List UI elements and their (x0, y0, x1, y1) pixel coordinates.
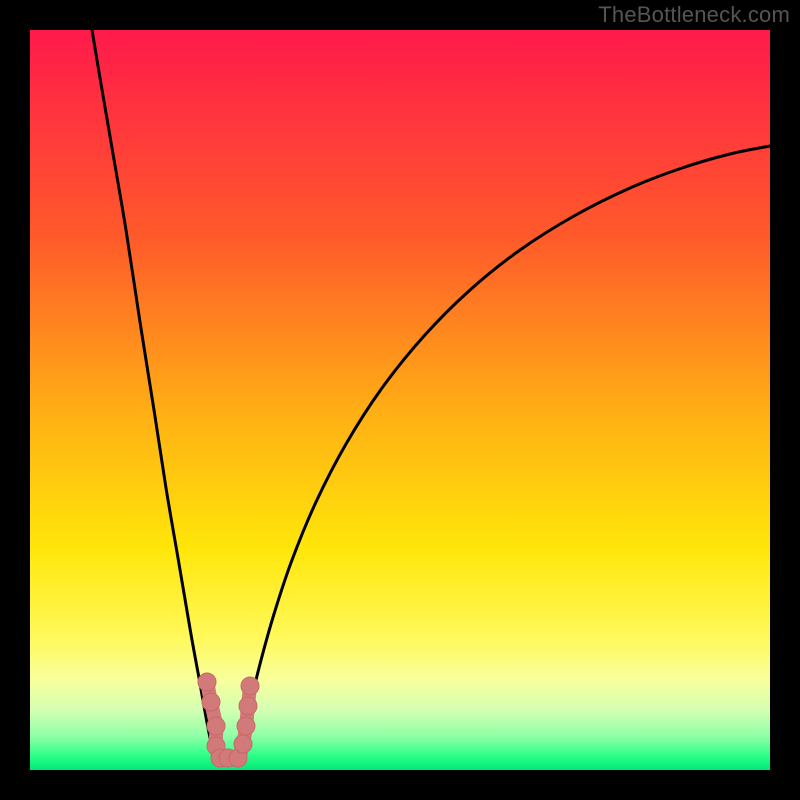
marker-dot (237, 717, 255, 735)
bottleneck-chart-container: TheBottleneck.com (0, 0, 800, 800)
bottleneck-chart-svg (0, 0, 800, 800)
marker-dot (198, 673, 216, 691)
marker-dot (202, 693, 220, 711)
marker-dot (241, 677, 259, 695)
marker-dot (207, 717, 225, 735)
marker-dot (239, 697, 257, 715)
marker-dot (234, 735, 252, 753)
chart-background (30, 30, 770, 770)
